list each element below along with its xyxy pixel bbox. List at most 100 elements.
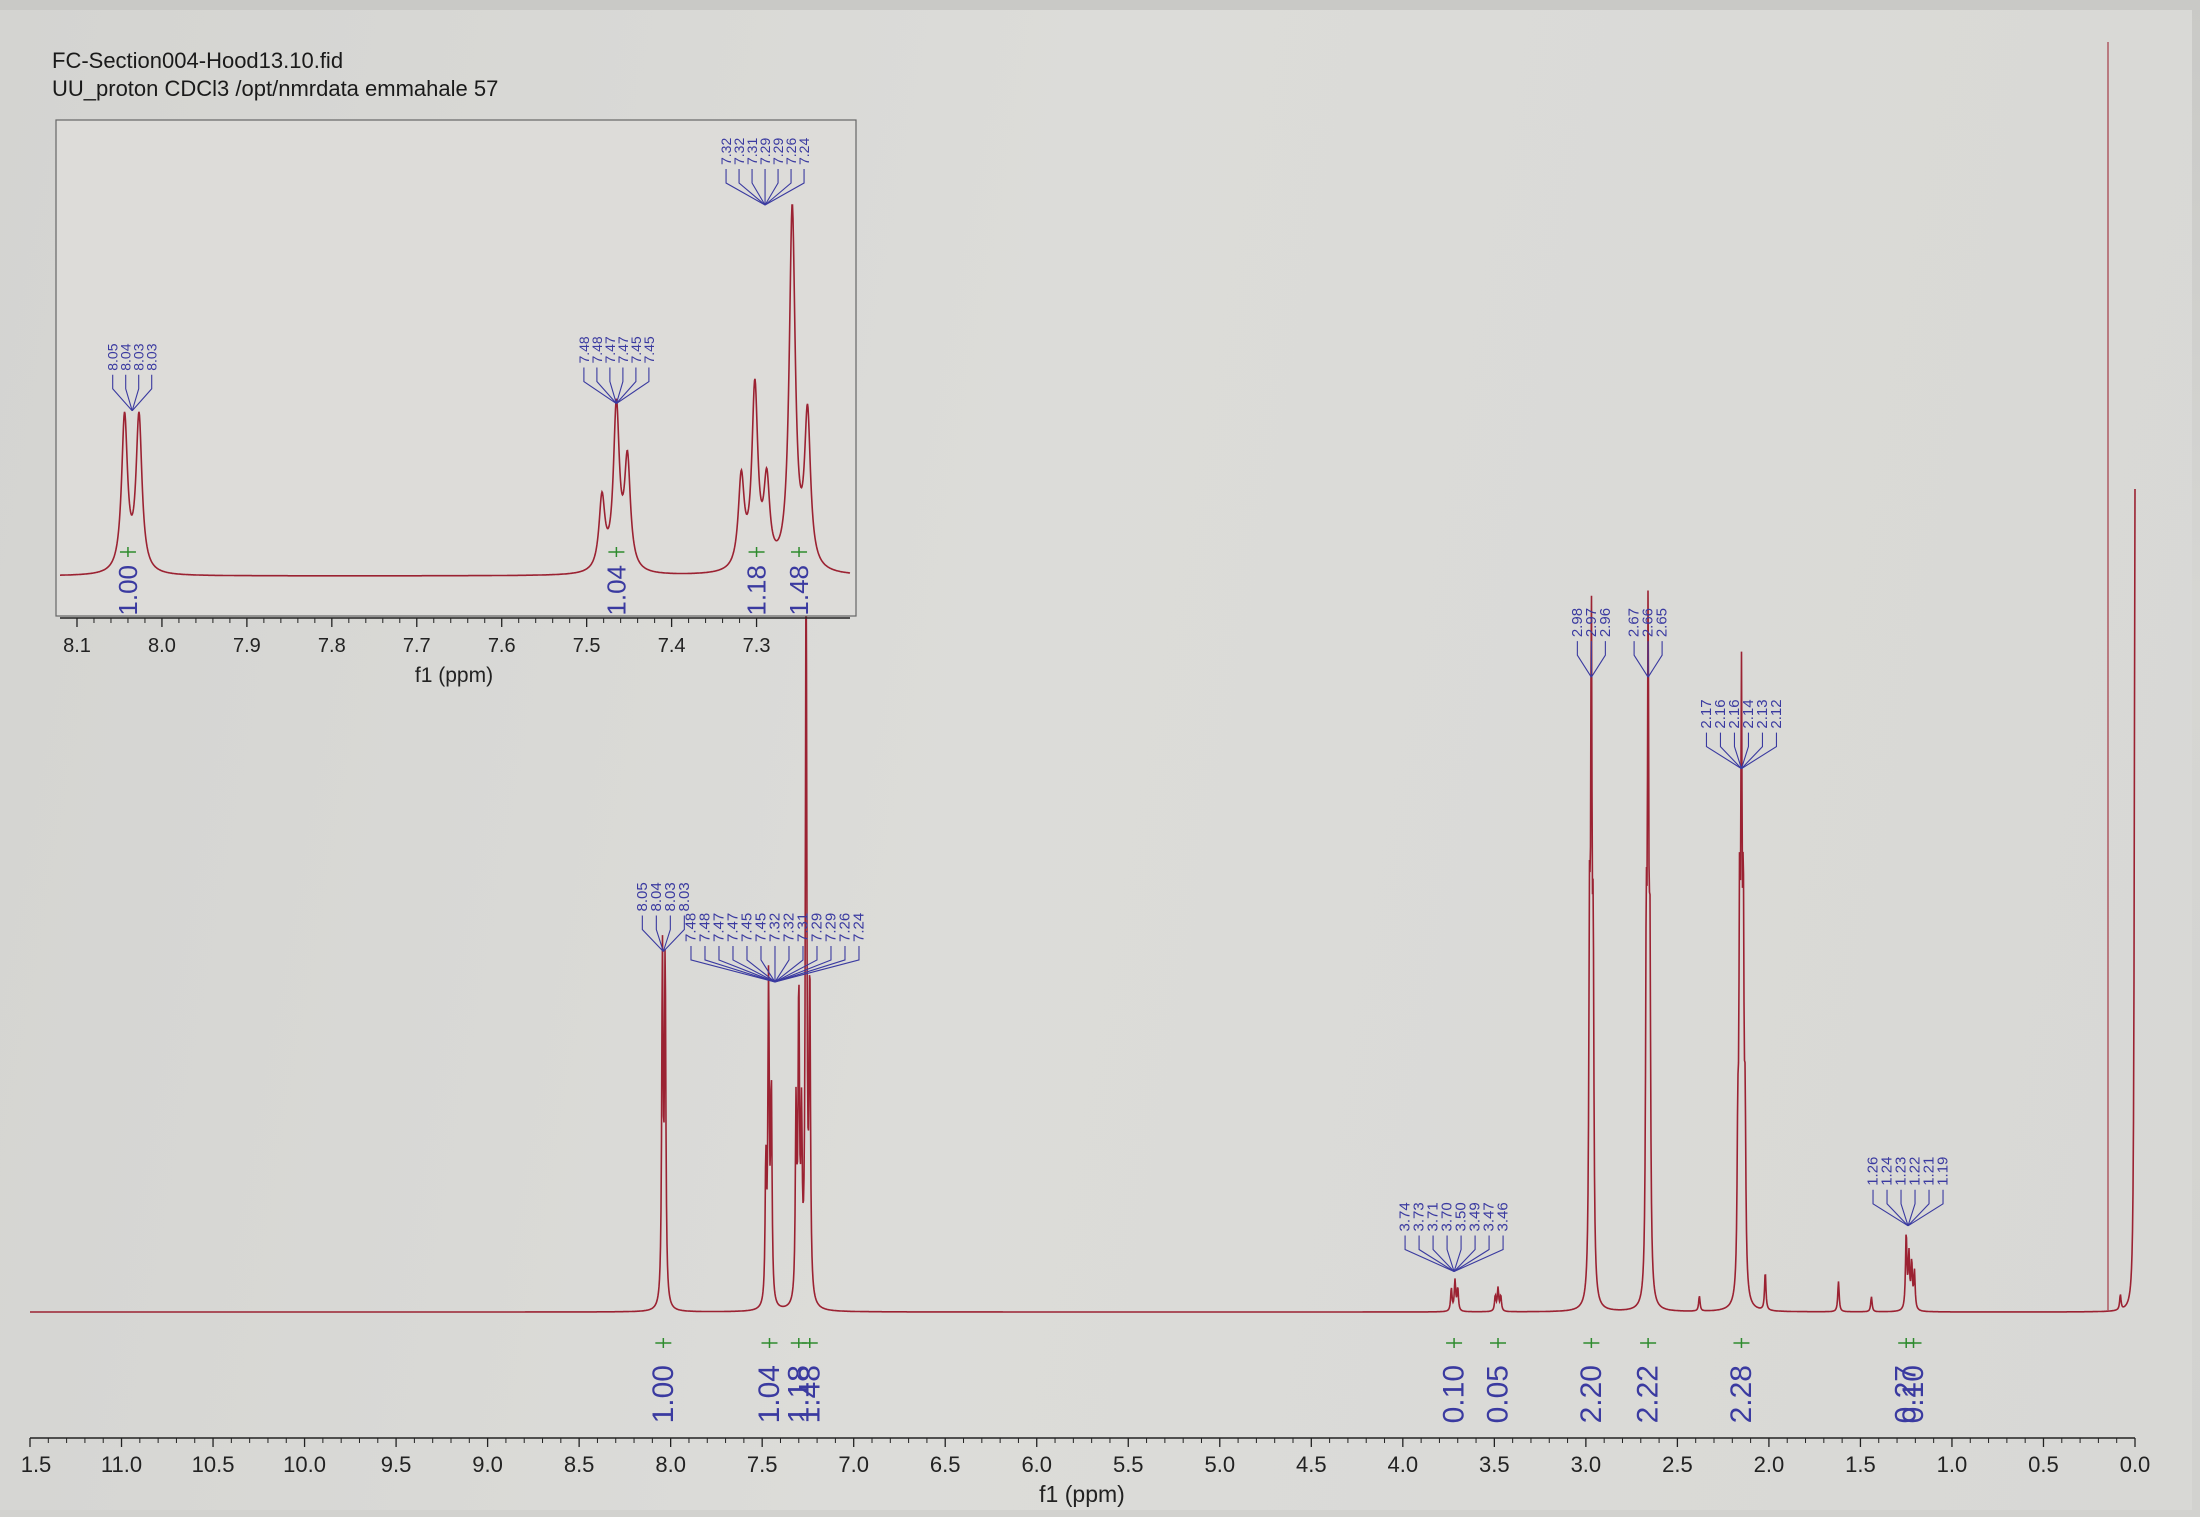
inset-peak-leader	[738, 169, 766, 206]
main-peak-leader	[1741, 732, 1764, 769]
main-tick-label: 6.0	[1021, 1452, 1052, 1477]
main-tick-label: 1.0	[1937, 1452, 1968, 1477]
main-tick-label: 8.0	[655, 1452, 686, 1477]
main-peak-label: 2.65	[1654, 608, 1671, 637]
main-peak-label: 3.70	[1439, 1202, 1456, 1231]
inset-peak-leader	[751, 169, 766, 206]
main-tick-label: 7.0	[838, 1452, 869, 1477]
main-peak-label: 7.47	[710, 913, 727, 942]
main-tick-label: 8.5	[564, 1452, 595, 1477]
inset-spectrum-chart: 8.1 8.0 7.9 7.8 7.7 7.6 7.5 7.4 7.3 f1 (ppm) 1.00 1…	[55, 119, 857, 687]
main-peak-label: 7.32	[766, 913, 783, 942]
inset-integral-value: 1.00	[113, 565, 143, 616]
inset-peak-label: 7.47	[602, 336, 618, 363]
main-peak-label: 3.73	[1411, 1202, 1428, 1231]
main-peak-leader	[641, 915, 664, 952]
main-peak-leader	[1453, 1235, 1504, 1273]
main-peak-label: 7.47	[724, 913, 741, 942]
main-peak-leader	[662, 915, 685, 952]
inset-tick-label: 7.3	[743, 635, 771, 657]
main-peak-label: 7.45	[738, 913, 755, 942]
inset-peak-label: 7.48	[576, 336, 592, 363]
main-peak-leader	[1886, 1189, 1909, 1227]
inset-peak-label: 8.05	[105, 343, 121, 370]
main-peak-label: 8.04	[648, 882, 665, 911]
inset-peak-label: 7.45	[641, 336, 657, 363]
inset-peak-leader	[131, 374, 140, 411]
main-peak-leader	[774, 945, 790, 983]
main-peak-leader	[760, 945, 776, 983]
inset-x-axis-label: f1 (ppm)	[415, 664, 493, 687]
inset-peak-label: 7.26	[783, 138, 799, 165]
experiment-label: UU_proton CDCl3 /opt/nmrdata emmahale 57	[52, 76, 499, 101]
main-peak-label: 2.17	[1698, 699, 1715, 728]
inset-tick-label: 7.4	[658, 635, 686, 657]
inset-spectrum-trace	[60, 204, 851, 577]
inset-peak-leader	[112, 374, 133, 412]
main-peak-label: 1.19	[1935, 1157, 1952, 1186]
filename-label: FC-Section004-Hood13.10.fid	[52, 48, 344, 73]
main-peak-label: 7.24	[850, 913, 867, 942]
main-peak-label: 2.14	[1740, 699, 1757, 728]
main-peak-leader	[1453, 1235, 1462, 1272]
inset-peak-label: 7.24	[796, 138, 812, 165]
main-peak-leader	[1907, 1189, 1944, 1227]
main-peak-label: 7.32	[780, 913, 797, 942]
main-peak-label: 2.16	[1726, 699, 1743, 728]
main-peak-leader	[1590, 641, 1606, 678]
main-peak-leader	[1719, 732, 1742, 769]
main-tick-label: 1.5	[21, 1452, 52, 1477]
inset-peak-leader	[764, 169, 792, 206]
inset-peak-label: 7.47	[615, 336, 631, 363]
main-peak-leader	[732, 945, 776, 983]
main-peak-label: 3.47	[1481, 1202, 1498, 1231]
main-integral-value: 2.28	[1725, 1365, 1758, 1423]
main-peak-label: 7.26	[836, 913, 853, 942]
inset-peak-label: 8.04	[118, 343, 134, 370]
main-tick-label: 3.0	[1571, 1452, 1602, 1477]
main-integral-value: 0.10	[1897, 1365, 1930, 1423]
inset-peak-leader	[125, 374, 133, 411]
main-peak-leader	[1576, 641, 1592, 678]
main-peak-label: 3.74	[1397, 1202, 1414, 1231]
inset-frame	[55, 119, 857, 617]
inset-peak-label: 7.32	[718, 138, 734, 165]
main-tick-label: 2.5	[1662, 1452, 1693, 1477]
main-peak-label: 1.23	[1893, 1157, 1910, 1186]
main-peak-label: 8.05	[634, 882, 651, 911]
main-peak-label: 2.13	[1754, 699, 1771, 728]
main-tick-label: 1.5	[1845, 1452, 1876, 1477]
main-peak-label: 2.98	[1569, 608, 1586, 637]
main-tick-label: 0.5	[2028, 1452, 2059, 1477]
main-integral-value: 1.04	[753, 1365, 786, 1423]
main-peak-leader	[655, 915, 664, 952]
main-peak-leader	[1418, 1235, 1455, 1272]
inset-peak-label: 7.32	[731, 138, 747, 165]
main-tick-label: 5.5	[1113, 1452, 1144, 1477]
main-peak-label: 3.71	[1425, 1202, 1442, 1231]
inset-peak-leader	[615, 367, 637, 404]
inset-tick-label: 8.1	[63, 635, 91, 657]
inset-peak-leader	[583, 367, 617, 405]
inset-peak-label: 7.29	[757, 138, 773, 165]
main-peak-label: 2.67	[1626, 608, 1643, 637]
main-peak-leader	[718, 945, 776, 983]
main-peak-leader	[774, 945, 818, 983]
main-peak-label: 2.96	[1597, 608, 1614, 637]
inset-peak-leader	[609, 367, 617, 404]
inset-peak-leader	[596, 367, 617, 404]
main-peak-label: 1.21	[1921, 1157, 1938, 1186]
main-peak-leader	[1872, 1189, 1909, 1227]
main-tick-label: 11.0	[101, 1452, 142, 1477]
inset-peak-leader	[616, 367, 650, 405]
main-peak-leader	[690, 945, 776, 983]
main-peak-leader	[774, 945, 860, 983]
main-integral-value: 1.00	[647, 1365, 680, 1423]
main-peak-leader	[1733, 732, 1742, 769]
inset-peak-label: 8.03	[131, 343, 147, 370]
main-peak-label: 7.29	[822, 913, 839, 942]
inset-tick-label: 7.5	[573, 635, 601, 657]
main-peak-leader	[1900, 1189, 1909, 1226]
main-tick-label: 4.0	[1388, 1452, 1419, 1477]
main-peak-leader	[1446, 1235, 1455, 1272]
